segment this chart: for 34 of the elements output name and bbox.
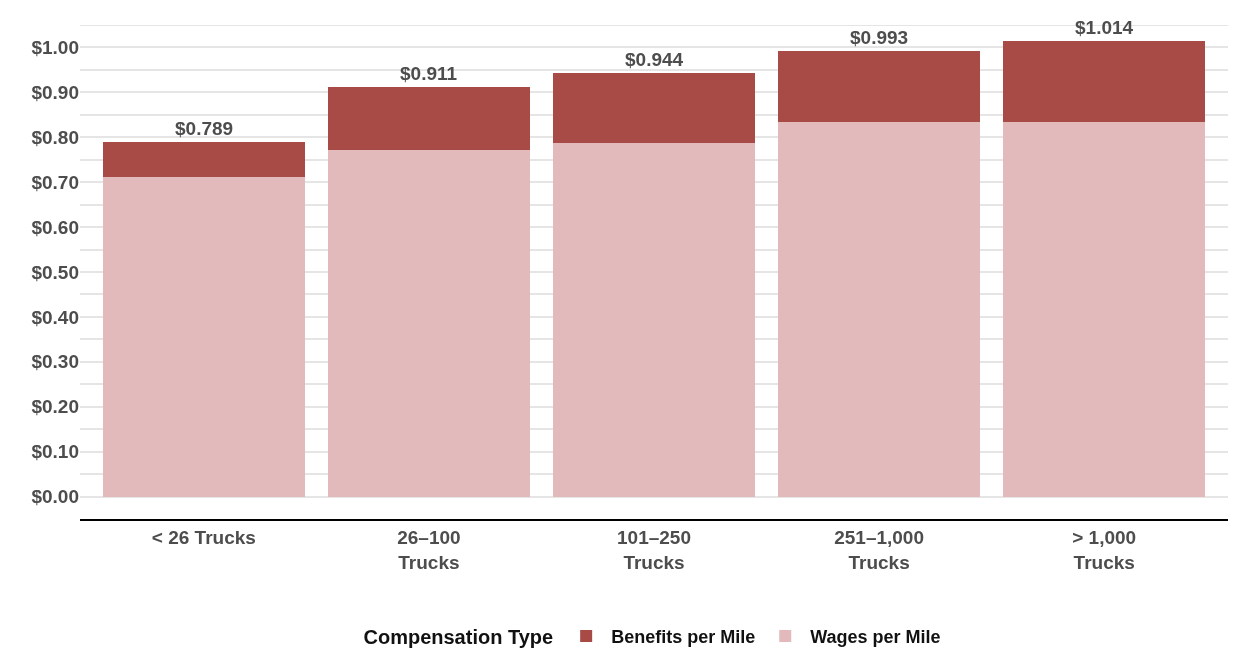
legend-label: Benefits per Mile (611, 627, 756, 648)
x-tick-label: < 26 Trucks (151, 526, 256, 548)
total-label: $0.993 (850, 27, 909, 48)
y-tick-label: $1.00 (31, 37, 79, 59)
bar (1002, 122, 1206, 497)
y-tick-label: $0.90 (31, 82, 79, 104)
total-label: $0.911 (400, 63, 458, 84)
y-tick-label: $0.40 (31, 306, 79, 328)
y-tick-label: $0.00 (31, 486, 79, 508)
bar (102, 176, 306, 497)
x-tick-label: 101–250 Trucks (617, 526, 691, 573)
x-tick-label: 26–100 Trucks (397, 526, 461, 573)
y-tick-label: $0.50 (31, 261, 79, 283)
bar (552, 143, 756, 497)
bar (327, 87, 531, 150)
bar (777, 122, 981, 497)
bar (327, 149, 531, 497)
x-tick-label: > 1,000 Trucks (1072, 526, 1137, 573)
total-label: $0.944 (625, 49, 684, 70)
total-label: $0.789 (175, 118, 234, 139)
y-tick-label: $0.20 (31, 396, 79, 418)
y-tick-label: $0.10 (31, 441, 79, 463)
bar (552, 72, 756, 144)
y-tick-label: $0.70 (31, 171, 79, 193)
y-tick-label: $0.30 (31, 351, 79, 373)
legend-label: Wages per Mile (810, 627, 941, 648)
y-tick-label: $0.80 (31, 126, 79, 148)
legend-title: Compensation Type (363, 625, 554, 648)
y-tick-label: $0.60 (31, 216, 79, 238)
bar (777, 50, 981, 122)
x-tick-label: 251–1,000 Trucks (834, 526, 925, 573)
total-label: $1.014 (1075, 17, 1134, 38)
bar (1002, 41, 1206, 122)
bar (102, 142, 306, 177)
